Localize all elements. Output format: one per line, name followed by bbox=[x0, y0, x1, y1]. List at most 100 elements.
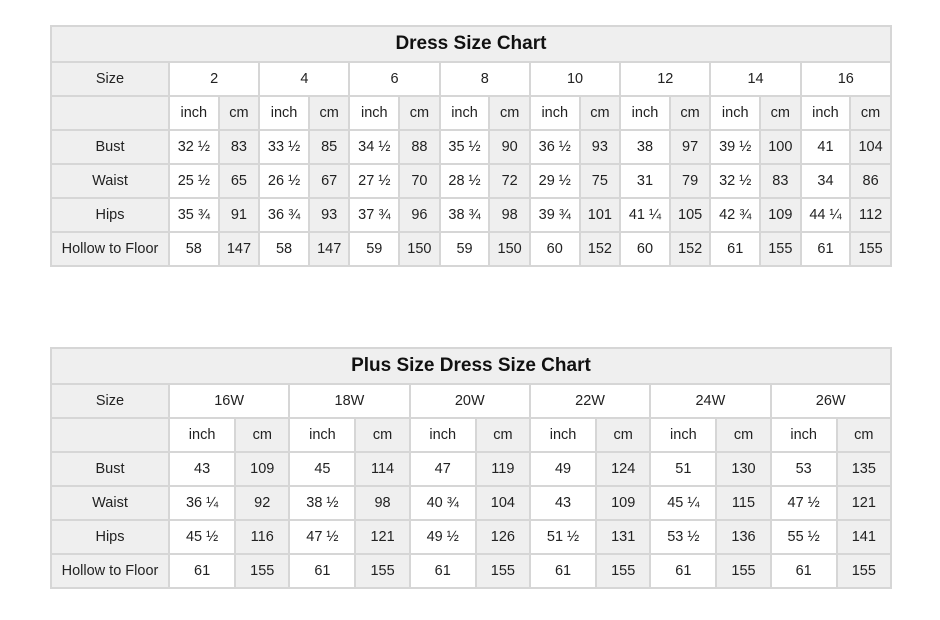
cm-value: 92 bbox=[234, 485, 291, 521]
cm-value: 147 bbox=[217, 231, 261, 267]
inch-value: 31 bbox=[619, 163, 671, 199]
row-label: Hollow to Floor bbox=[50, 553, 170, 589]
cm-value: 155 bbox=[849, 231, 892, 267]
cm-value: 101 bbox=[578, 197, 622, 233]
unit-header-inch: inch bbox=[528, 95, 581, 131]
size-header: 6 bbox=[348, 61, 441, 97]
cm-value: 104 bbox=[474, 485, 531, 521]
cm-value: 93 bbox=[578, 129, 622, 165]
inch-value: 58 bbox=[168, 231, 220, 267]
size-label: Size bbox=[50, 383, 170, 419]
unit-header-inch: inch bbox=[258, 95, 310, 131]
cm-value: 109 bbox=[234, 451, 291, 487]
inch-value: 61 bbox=[709, 231, 762, 267]
cm-value: 155 bbox=[234, 553, 291, 589]
unit-header-inch: inch bbox=[438, 95, 491, 131]
plus-size-dress-size-chart-table: Plus Size Dress Size Chart Size 16W 18W 20W 2… bbox=[50, 347, 892, 589]
size-header: 4 bbox=[258, 61, 351, 97]
unit-header-inch: inch bbox=[799, 95, 852, 131]
unit-header-cm: cm bbox=[307, 95, 351, 131]
unit-header-inch: inch bbox=[769, 417, 838, 453]
cm-value: 100 bbox=[759, 129, 802, 165]
table-row: Hips 45 ½ 116 47 ½ 121 49 ½ 126 51 ½ 131 53 ½ 136 5… bbox=[50, 519, 892, 555]
cm-value: 91 bbox=[217, 197, 261, 233]
inch-value: 32 ½ bbox=[709, 163, 762, 199]
size-header: 22W bbox=[528, 383, 652, 419]
unit-header-row: inch cm inch cm inch cm inch cm inch cm inch cm bbox=[50, 417, 892, 453]
cm-value: 67 bbox=[307, 163, 351, 199]
inch-value: 47 ½ bbox=[288, 519, 357, 555]
inch-value: 59 bbox=[348, 231, 401, 267]
unit-header-cm: cm bbox=[234, 417, 291, 453]
row-label: Hips bbox=[50, 519, 170, 555]
cm-value: 121 bbox=[835, 485, 892, 521]
inch-value: 47 ½ bbox=[769, 485, 838, 521]
cm-value: 79 bbox=[668, 163, 712, 199]
table-row: Hollow to Floor 58 147 58 147 59 150 59 150 60 152… bbox=[50, 231, 892, 267]
inch-value: 33 ½ bbox=[258, 129, 310, 165]
inch-value: 39 ¾ bbox=[528, 197, 581, 233]
inch-value: 47 bbox=[408, 451, 477, 487]
cm-value: 155 bbox=[715, 553, 772, 589]
inch-value: 38 bbox=[619, 129, 671, 165]
cm-value: 70 bbox=[398, 163, 441, 199]
title-row: Plus Size Dress Size Chart bbox=[50, 347, 892, 385]
unit-header-inch: inch bbox=[167, 417, 237, 453]
inch-value: 61 bbox=[288, 553, 357, 589]
cm-value: 93 bbox=[307, 197, 351, 233]
inch-value: 42 ¾ bbox=[709, 197, 762, 233]
inch-value: 45 bbox=[288, 451, 357, 487]
cm-value: 150 bbox=[398, 231, 441, 267]
unit-header-cm: cm bbox=[578, 95, 622, 131]
row-label: Waist bbox=[50, 163, 170, 199]
inch-value: 55 ½ bbox=[769, 519, 838, 555]
cm-value: 96 bbox=[398, 197, 441, 233]
unit-header-row: inch cm inch cm inch cm inch cm inch cm inch cm inch… bbox=[50, 95, 892, 131]
cm-value: 130 bbox=[715, 451, 772, 487]
inch-value: 45 ¼ bbox=[649, 485, 718, 521]
cm-value: 112 bbox=[849, 197, 892, 233]
inch-value: 34 ½ bbox=[348, 129, 401, 165]
inch-value: 43 bbox=[167, 451, 237, 487]
cm-value: 83 bbox=[759, 163, 802, 199]
inch-value: 43 bbox=[528, 485, 598, 521]
unit-header-cm: cm bbox=[488, 95, 531, 131]
size-label: Size bbox=[50, 61, 170, 97]
size-header: 12 bbox=[619, 61, 712, 97]
table-row: Bust 43 109 45 114 47 119 49 124 51 130 53 135 bbox=[50, 451, 892, 487]
unit-header-cm: cm bbox=[715, 417, 772, 453]
unit-header-cm: cm bbox=[759, 95, 802, 131]
inch-value: 61 bbox=[528, 553, 598, 589]
inch-value: 61 bbox=[799, 231, 852, 267]
unit-header-cm: cm bbox=[595, 417, 652, 453]
inch-value: 37 ¾ bbox=[348, 197, 401, 233]
cm-value: 126 bbox=[474, 519, 531, 555]
size-header: 10 bbox=[528, 61, 622, 97]
cm-value: 150 bbox=[488, 231, 531, 267]
cm-value: 85 bbox=[307, 129, 351, 165]
inch-value: 38 ½ bbox=[288, 485, 357, 521]
inch-value: 60 bbox=[619, 231, 671, 267]
cm-value: 152 bbox=[578, 231, 622, 267]
cm-value: 121 bbox=[354, 519, 411, 555]
row-label: Hips bbox=[50, 197, 170, 233]
inch-value: 36 ¾ bbox=[258, 197, 310, 233]
cm-value: 136 bbox=[715, 519, 772, 555]
inch-value: 53 ½ bbox=[649, 519, 718, 555]
inch-value: 38 ¾ bbox=[438, 197, 491, 233]
size-header-row: Size 16W 18W 20W 22W 24W 26W bbox=[50, 383, 892, 419]
chart-title: Dress Size Chart bbox=[50, 25, 892, 63]
unit-header-inch: inch bbox=[168, 95, 220, 131]
inch-value: 60 bbox=[528, 231, 581, 267]
size-header: 16 bbox=[799, 61, 892, 97]
cm-value: 152 bbox=[668, 231, 712, 267]
cm-value: 155 bbox=[354, 553, 411, 589]
unit-header-inch: inch bbox=[408, 417, 477, 453]
inch-value: 59 bbox=[438, 231, 491, 267]
inch-value: 51 ½ bbox=[528, 519, 598, 555]
cm-value: 131 bbox=[595, 519, 652, 555]
row-label: Hollow to Floor bbox=[50, 231, 170, 267]
inch-value: 49 ½ bbox=[408, 519, 477, 555]
inch-value: 51 bbox=[649, 451, 718, 487]
inch-value: 28 ½ bbox=[438, 163, 491, 199]
